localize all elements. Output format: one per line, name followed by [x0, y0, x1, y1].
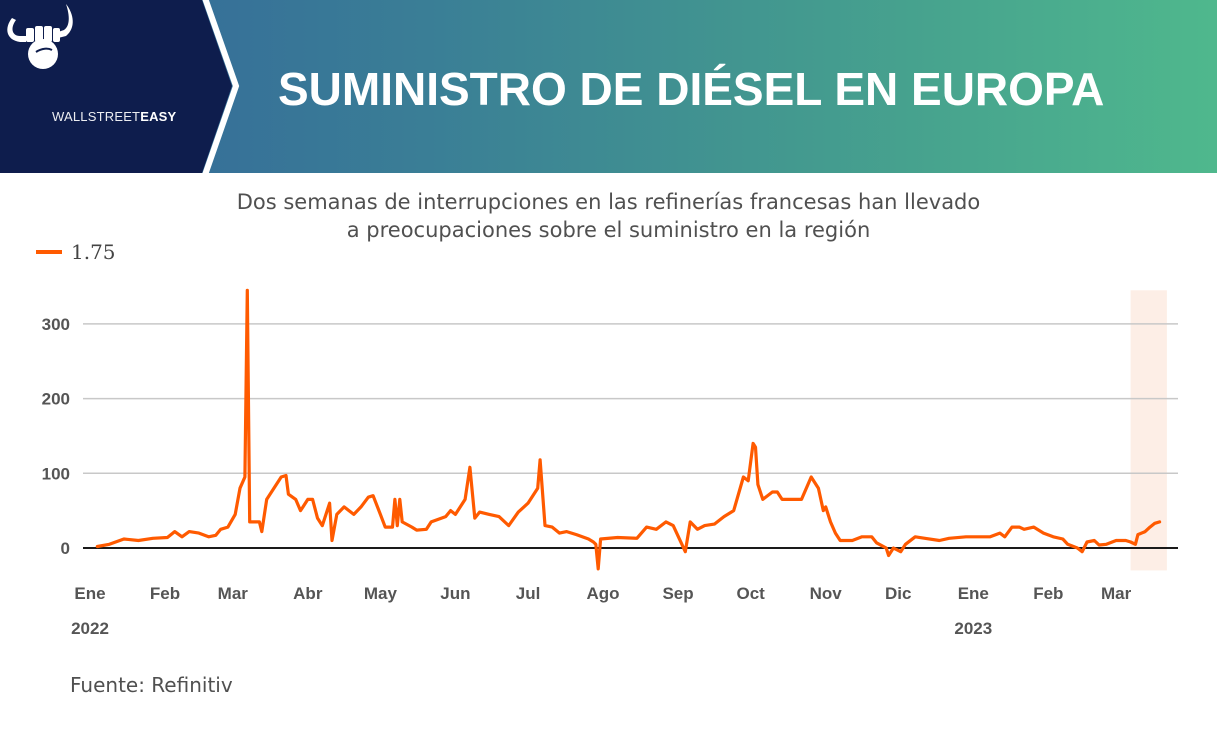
- x-tick-label: Jun: [440, 584, 470, 603]
- legend-swatch: [36, 250, 62, 254]
- x-tick-label: Mar: [1101, 584, 1132, 603]
- x-tick-label: May: [364, 584, 398, 603]
- highlight-band: [1130, 290, 1167, 571]
- brand-chevron-panel: [0, 0, 240, 173]
- x-tick-label: Oct: [736, 584, 765, 603]
- page-title: SUMINISTRO DE DIÉSEL EN EUROPA: [278, 63, 1105, 115]
- bull-horns-fist-icon: [7, 4, 73, 69]
- x-tick-label: Sep: [662, 584, 693, 603]
- line-chart: 0 100 200 300 Ene 2022 Feb Mar Abr May Jun Jul Ago S…: [42, 288, 1178, 638]
- brand-name-bold: EASY: [140, 109, 177, 124]
- series-line: [95, 288, 1162, 571]
- x-tick-label: Dic: [885, 584, 911, 603]
- x-tick-label: Ago: [587, 584, 620, 603]
- y-tick-label: 200: [42, 390, 70, 409]
- chart-subtitle: Dos semanas de interrupciones en las ref…: [0, 188, 1217, 244]
- header-banner: WALLSTREETEASY SUMINISTRO DE DIÉSEL EN E…: [0, 0, 1217, 173]
- subtitle-line-1: Dos semanas de interrupciones en las ref…: [236, 190, 981, 214]
- brand-name-light: WALLSTREET: [52, 109, 141, 124]
- x-tick-year-label: 2023: [954, 619, 992, 638]
- x-tick-label: Abr: [293, 584, 323, 603]
- x-tick-label: Ene: [958, 584, 989, 603]
- source-note: Fuente: Refinitiv: [70, 673, 233, 697]
- x-tick-label: Feb: [1033, 584, 1063, 603]
- x-tick-label: Ene: [74, 584, 105, 603]
- legend-label: 1.75: [71, 240, 116, 264]
- brand-block: WALLSTREETEASY: [0, 0, 240, 173]
- chart-legend: 1.75: [36, 240, 116, 264]
- x-tick-label: Feb: [150, 584, 180, 603]
- x-tick-label: Jul: [516, 584, 541, 603]
- x-tick-label: Mar: [218, 584, 249, 603]
- y-tick-label: 300: [42, 315, 70, 334]
- x-tick-label: Nov: [810, 584, 843, 603]
- brand-logo-text: WALLSTREETEASY: [52, 109, 176, 124]
- y-tick-label: 100: [42, 464, 70, 483]
- y-tick-label: 0: [61, 539, 70, 558]
- subtitle-line-2: a preocupaciones sobre el suministro en …: [346, 218, 871, 242]
- x-tick-year-label: 2022: [71, 619, 109, 638]
